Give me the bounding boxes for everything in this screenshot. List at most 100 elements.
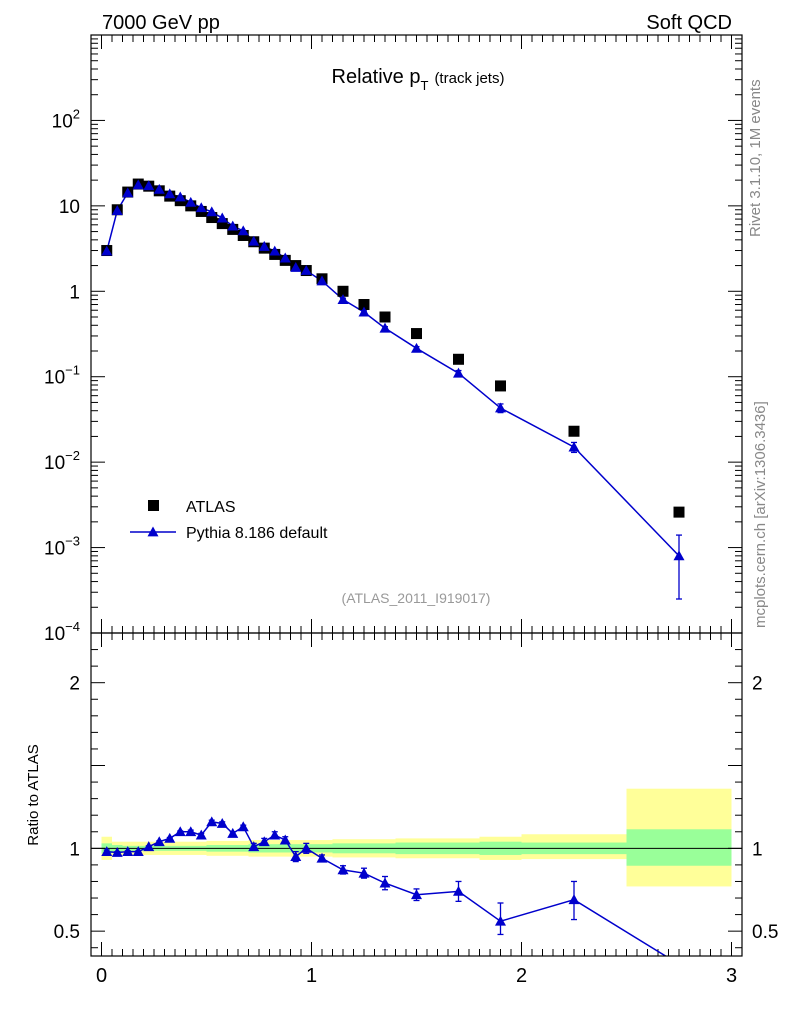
ratio-point (258, 836, 270, 847)
ratio-plot-ticks (91, 632, 742, 956)
ratio-point (143, 841, 155, 852)
ratio-point (674, 959, 685, 969)
atlas-point (237, 229, 249, 241)
pythia-point (237, 225, 249, 236)
ratio-y-tick-labels: 0.5 0.5 1 1 2 2 (54, 674, 779, 943)
atlas-point (673, 506, 685, 518)
pythia-point (248, 235, 260, 246)
atlas-point (411, 328, 422, 340)
pythia-point (132, 179, 144, 190)
ratio-y-tick-label-right: 2 (752, 674, 763, 695)
ratio-point (206, 816, 218, 827)
ratio-y-tick-label: 1 (69, 839, 80, 860)
main-plot-panel: 10−4 10−3 10−2 10−1 1 10 102 Relative pT (track… (44, 34, 743, 645)
pythia-point (453, 367, 464, 378)
ratio-point (411, 889, 422, 900)
ratio-point (379, 877, 391, 888)
pythia-point (269, 245, 281, 256)
ratio-point (227, 827, 239, 838)
ratio-point (101, 846, 113, 857)
pythia-point (143, 180, 155, 191)
pythia-point (411, 342, 422, 353)
source-label: mcplots.cern.ch [arXiv:1306.3436] (752, 401, 769, 628)
ratio-point (174, 826, 186, 837)
atlas-point (379, 311, 391, 323)
energy-label: 7000 GeV pp (102, 12, 220, 34)
legend-pythia-marker (147, 526, 159, 537)
atlas-point (216, 218, 228, 230)
ratio-point (453, 885, 464, 896)
y-tick-label: 102 (52, 106, 80, 132)
x-tick-label: 2 (516, 965, 527, 987)
ratio-point (185, 826, 197, 837)
ratio-point (122, 846, 134, 857)
atlas-point (206, 212, 218, 224)
x-tick-label: 3 (726, 965, 737, 987)
plot-title: Relative pT (track jets) (332, 66, 505, 93)
pythia-point (164, 188, 176, 199)
ratio-point (568, 894, 580, 905)
legend-atlas-marker (148, 500, 159, 511)
plot-title-main: Relative p (332, 66, 421, 88)
y-tick-label: 10−1 (44, 363, 80, 389)
ratio-point (195, 829, 207, 840)
pythia-point (258, 240, 270, 251)
pythia-point (122, 187, 134, 198)
ratio-point (153, 836, 165, 847)
ratio-point (216, 817, 228, 828)
pythia-point (316, 275, 328, 286)
plot-title-subscript: T (420, 78, 428, 93)
ratio-point (164, 832, 176, 843)
ratio-point (358, 867, 370, 878)
pythia-point (337, 294, 349, 304)
atlas-point (453, 353, 464, 365)
ratio-point (132, 846, 144, 857)
pythia-point (174, 191, 186, 202)
ratio-y-tick-label-right: 1 (752, 839, 763, 860)
ratio-point (111, 846, 123, 857)
main-y-tick-labels: 10−4 10−3 10−2 10−1 1 10 102 (44, 106, 80, 645)
ratio-point (300, 842, 312, 853)
pythia-point (358, 306, 370, 317)
pythia-point (290, 261, 302, 272)
pythia-point (279, 252, 291, 263)
legend-pythia-label: Pythia 8.186 default (186, 525, 328, 542)
plot-title-note: (track jets) (434, 70, 504, 87)
ratio-y-tick-label-right: 0.5 (752, 922, 778, 943)
ratio-y-tick-label: 2 (69, 674, 80, 695)
main-plot-ticks (91, 34, 742, 634)
y-tick-label: 10−4 (44, 619, 80, 645)
pythia-point (185, 196, 197, 207)
y-tick-label: 10−2 (44, 448, 80, 474)
rivet-label: Rivet 3.1.10, 1M events (747, 79, 764, 237)
ratio-point (316, 852, 328, 863)
ratio-plot-panel: 0.5 0.5 1 1 2 2 0 1 2 3 Ratio to ATLAS (25, 632, 779, 987)
pythia-point (495, 402, 506, 413)
ratio-plot-frame (90, 632, 743, 957)
ratio-y-tick-label: 0.5 (54, 922, 80, 943)
pythia-point (206, 206, 218, 217)
atlas-point (495, 380, 506, 392)
atlas-point (568, 425, 580, 437)
ratio-point (337, 864, 349, 875)
ratio-point (279, 834, 291, 845)
pythia-point (300, 265, 312, 275)
category-label: Soft QCD (646, 12, 732, 34)
ratio-point (269, 829, 281, 840)
legend: ATLAS Pythia 8.186 default (130, 499, 328, 542)
ratio-point (495, 915, 506, 926)
pythia-point (195, 202, 207, 213)
y-tick-label: 10 (59, 197, 80, 218)
main-plot-data (101, 178, 685, 600)
x-tick-label: 0 (96, 965, 107, 987)
pythia-point (227, 220, 239, 231)
band-inner (626, 829, 732, 866)
ratio-point (290, 851, 302, 862)
ratio-plot-data (101, 816, 685, 969)
analysis-label: (ATLAS_2011_I919017) (342, 590, 491, 606)
atlas-point (337, 285, 349, 297)
pythia-point (153, 183, 165, 194)
y-tick-label: 1 (69, 282, 80, 303)
pythia-point (101, 245, 113, 256)
